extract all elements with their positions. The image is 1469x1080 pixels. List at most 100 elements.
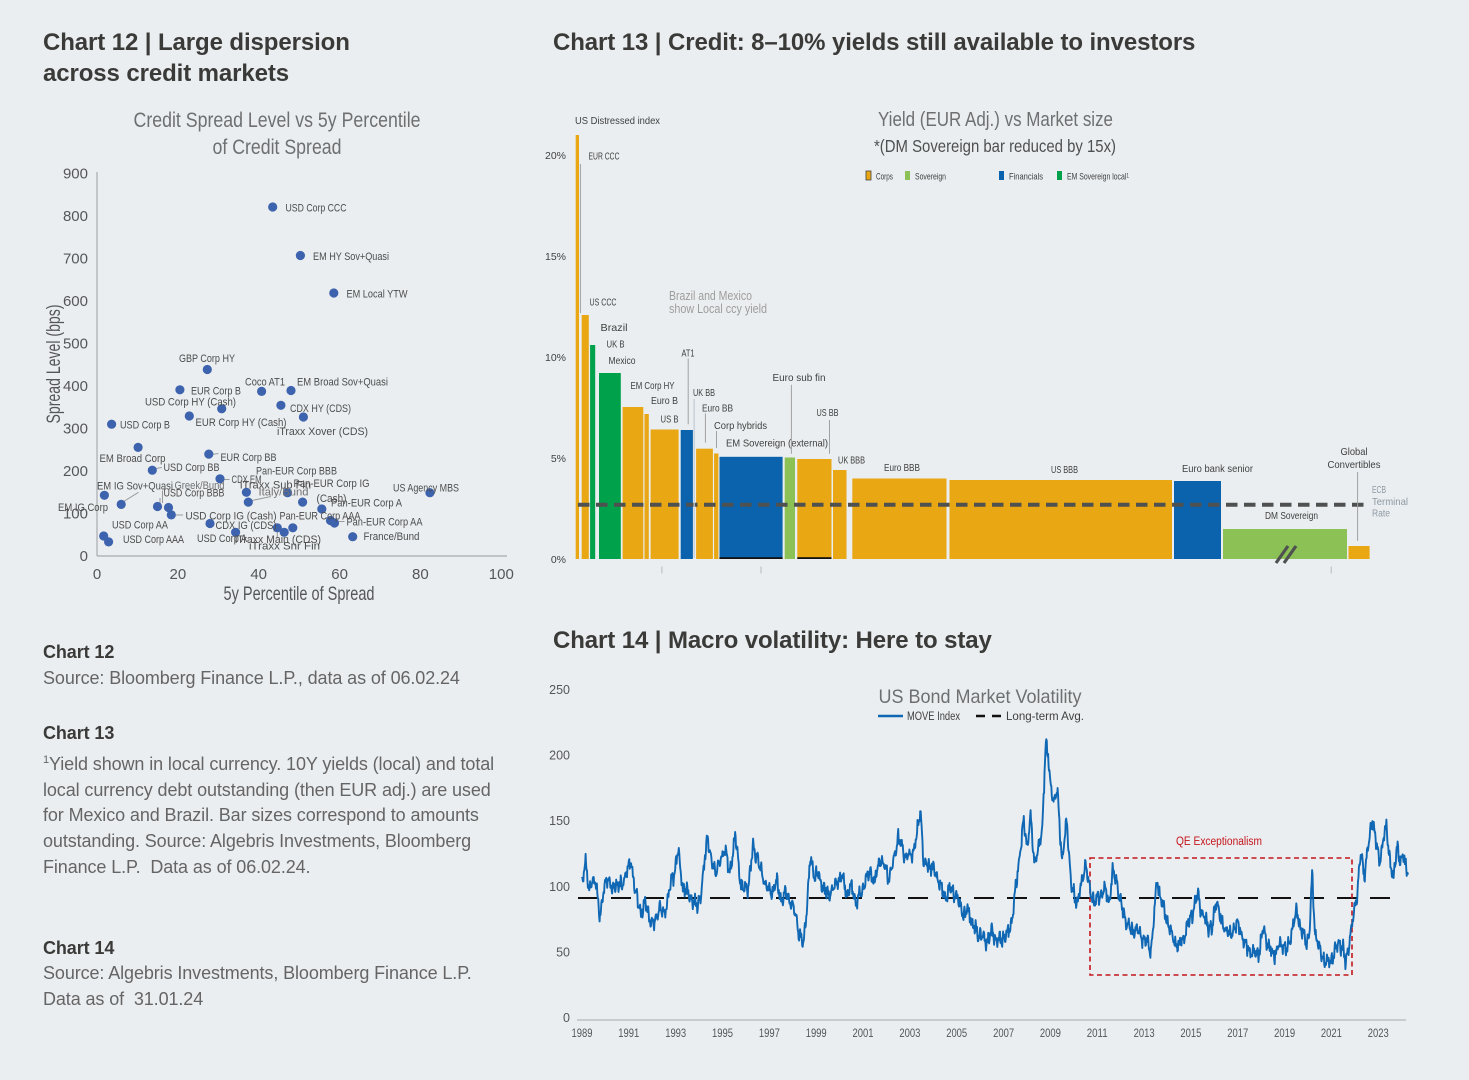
svg-text:2015: 2015 bbox=[1180, 1026, 1201, 1040]
svg-text:Euro sub fin: Euro sub fin bbox=[773, 372, 826, 384]
svg-text:1993: 1993 bbox=[665, 1026, 686, 1040]
svg-text:USD Corp B: USD Corp B bbox=[120, 420, 170, 432]
svg-text:EM Sovereign local1: EM Sovereign local1 bbox=[1067, 172, 1129, 183]
svg-text:900: 900 bbox=[63, 166, 88, 183]
svg-text:Pan-EUR Corp AAA: Pan-EUR Corp AAA bbox=[280, 511, 362, 523]
svg-text:Euro B: Euro B bbox=[651, 395, 678, 407]
svg-text:EM HY Sov+Quasi: EM HY Sov+Quasi bbox=[313, 251, 389, 263]
svg-text:Pan-EUR Corp AA: Pan-EUR Corp AA bbox=[347, 517, 424, 529]
svg-text:100: 100 bbox=[489, 566, 514, 583]
svg-text:UK B: UK B bbox=[607, 339, 625, 351]
svg-text:0: 0 bbox=[93, 566, 101, 583]
svg-text:EM IG Corp: EM IG Corp bbox=[58, 502, 108, 514]
svg-text:Credit Spread Level vs 5y Perc: Credit Spread Level vs 5y Percentile bbox=[134, 109, 421, 132]
svg-text:USD Corp HY (Cash): USD Corp HY (Cash) bbox=[145, 397, 236, 409]
svg-text:2007: 2007 bbox=[993, 1026, 1014, 1040]
svg-text:iTraxx Snr Fin: iTraxx Snr Fin bbox=[249, 541, 320, 553]
svg-text:100: 100 bbox=[63, 506, 88, 523]
svg-text:iTraxx Sub Fin: iTraxx Sub Fin bbox=[240, 480, 311, 492]
svg-text:2023: 2023 bbox=[1368, 1026, 1389, 1040]
svg-text:2013: 2013 bbox=[1134, 1026, 1155, 1040]
svg-text:AT1: AT1 bbox=[682, 348, 695, 360]
svg-text:200: 200 bbox=[63, 463, 88, 480]
svg-text:5%: 5% bbox=[551, 453, 566, 465]
svg-text:EM Broad Corp: EM Broad Corp bbox=[100, 453, 166, 465]
svg-text:EUR Corp HY (Cash): EUR Corp HY (Cash) bbox=[196, 417, 287, 429]
svg-text:Pan-EUR Corp BBB: Pan-EUR Corp BBB bbox=[256, 466, 337, 478]
svg-text:Greek/Bund: Greek/Bund bbox=[175, 480, 225, 492]
svg-text:2009: 2009 bbox=[1040, 1026, 1061, 1040]
svg-text:CDX HY (CDS): CDX HY (CDS) bbox=[290, 403, 351, 415]
svg-text:US BB: US BB bbox=[817, 407, 839, 419]
svg-text:US Agency MBS: US Agency MBS bbox=[393, 483, 459, 495]
svg-text:USD Corp BBB: USD Corp BBB bbox=[164, 488, 225, 500]
svg-text:US BBB: US BBB bbox=[1051, 464, 1078, 476]
svg-text:USD Corp AA: USD Corp AA bbox=[112, 520, 169, 532]
svg-text:Financials: Financials bbox=[1009, 172, 1043, 183]
svg-text:1999: 1999 bbox=[806, 1026, 827, 1040]
svg-text:700: 700 bbox=[63, 251, 88, 268]
svg-text:show Local ccy yield: show Local ccy yield bbox=[669, 302, 767, 316]
svg-text:QE Exceptionalism: QE Exceptionalism bbox=[1176, 836, 1262, 848]
svg-text:500: 500 bbox=[63, 336, 88, 353]
svg-text:UK BBB: UK BBB bbox=[838, 455, 865, 467]
svg-text:Euro BBB: Euro BBB bbox=[884, 462, 920, 474]
svg-text:iTraxx Main (CDS): iTraxx Main (CDS) bbox=[235, 534, 321, 546]
svg-text:Global: Global bbox=[1341, 446, 1368, 458]
svg-text:Brazil and Mexico: Brazil and Mexico bbox=[669, 289, 752, 303]
svg-text:EUR Corp B: EUR Corp B bbox=[191, 386, 241, 398]
svg-text:1997: 1997 bbox=[759, 1026, 780, 1040]
svg-text:EM Corp HY: EM Corp HY bbox=[631, 380, 675, 392]
svg-text:2019: 2019 bbox=[1274, 1026, 1295, 1040]
svg-text:2011: 2011 bbox=[1087, 1026, 1108, 1040]
svg-text:100: 100 bbox=[549, 880, 570, 894]
svg-text:Pan-EUR Corp A: Pan-EUR Corp A bbox=[331, 498, 403, 510]
svg-text:Yield (EUR Adj.) vs Market siz: Yield (EUR Adj.) vs Market size bbox=[878, 108, 1113, 131]
svg-text:EM Local YTW: EM Local YTW bbox=[347, 289, 409, 301]
svg-text:250: 250 bbox=[549, 683, 570, 697]
svg-text:300: 300 bbox=[63, 421, 88, 438]
svg-text:2003: 2003 bbox=[899, 1026, 920, 1040]
svg-text:Mexico: Mexico bbox=[609, 355, 636, 367]
svg-text:5y Percentile of Spread: 5y Percentile of Spread bbox=[224, 583, 375, 605]
svg-text:GBP Corp HY: GBP Corp HY bbox=[179, 353, 236, 365]
svg-text:Italy/Bund: Italy/Bund bbox=[259, 487, 309, 499]
svg-text:EUR Corp BB: EUR Corp BB bbox=[221, 452, 277, 464]
svg-text:Long-term Avg.: Long-term Avg. bbox=[1006, 711, 1084, 723]
svg-text:0: 0 bbox=[80, 548, 88, 565]
svg-text:400: 400 bbox=[63, 378, 88, 395]
svg-text:15%: 15% bbox=[545, 251, 566, 263]
svg-text:2017: 2017 bbox=[1227, 1026, 1248, 1040]
svg-text:US Distressed index: US Distressed index bbox=[575, 115, 661, 127]
svg-text:Spread Level (bps): Spread Level (bps) bbox=[43, 305, 65, 424]
svg-text:800: 800 bbox=[63, 208, 88, 225]
svg-text:10%: 10% bbox=[545, 352, 566, 364]
svg-text:1991: 1991 bbox=[618, 1026, 639, 1040]
svg-text:EM IG Sov+Quasi: EM IG Sov+Quasi bbox=[97, 481, 173, 493]
svg-text:MOVE Index: MOVE Index bbox=[907, 711, 960, 723]
svg-text:2005: 2005 bbox=[946, 1026, 967, 1040]
svg-text:USD Corp AAA: USD Corp AAA bbox=[123, 534, 185, 546]
svg-text:150: 150 bbox=[549, 814, 570, 828]
svg-text:20: 20 bbox=[170, 566, 187, 583]
svg-text:CDX IG (CDS): CDX IG (CDS) bbox=[216, 520, 277, 532]
svg-text:1989: 1989 bbox=[572, 1026, 593, 1040]
svg-text:50: 50 bbox=[556, 945, 570, 959]
svg-text:Rate: Rate bbox=[1372, 508, 1390, 520]
svg-text:DM Sovereign: DM Sovereign bbox=[1265, 510, 1318, 522]
svg-text:US CCC: US CCC bbox=[590, 297, 617, 309]
svg-text:2021: 2021 bbox=[1321, 1026, 1342, 1040]
svg-text:EM Sovereign (external): EM Sovereign (external) bbox=[726, 438, 828, 450]
svg-text:20%: 20% bbox=[545, 150, 566, 162]
svg-text:USD Corp CCC: USD Corp CCC bbox=[286, 203, 347, 215]
svg-text:0: 0 bbox=[563, 1011, 570, 1025]
svg-text:USD Corp BB: USD Corp BB bbox=[164, 462, 220, 474]
svg-text:Convertibles: Convertibles bbox=[1328, 459, 1381, 471]
svg-text:ECB: ECB bbox=[1372, 484, 1386, 496]
svg-text:Corps: Corps bbox=[876, 172, 893, 183]
svg-text:600: 600 bbox=[63, 293, 88, 310]
svg-text:iTraxx Xover (CDS): iTraxx Xover (CDS) bbox=[277, 426, 368, 438]
svg-text:0%: 0% bbox=[551, 554, 566, 566]
svg-text:Euro BB: Euro BB bbox=[702, 403, 733, 415]
svg-text:Brazil: Brazil bbox=[601, 322, 628, 334]
